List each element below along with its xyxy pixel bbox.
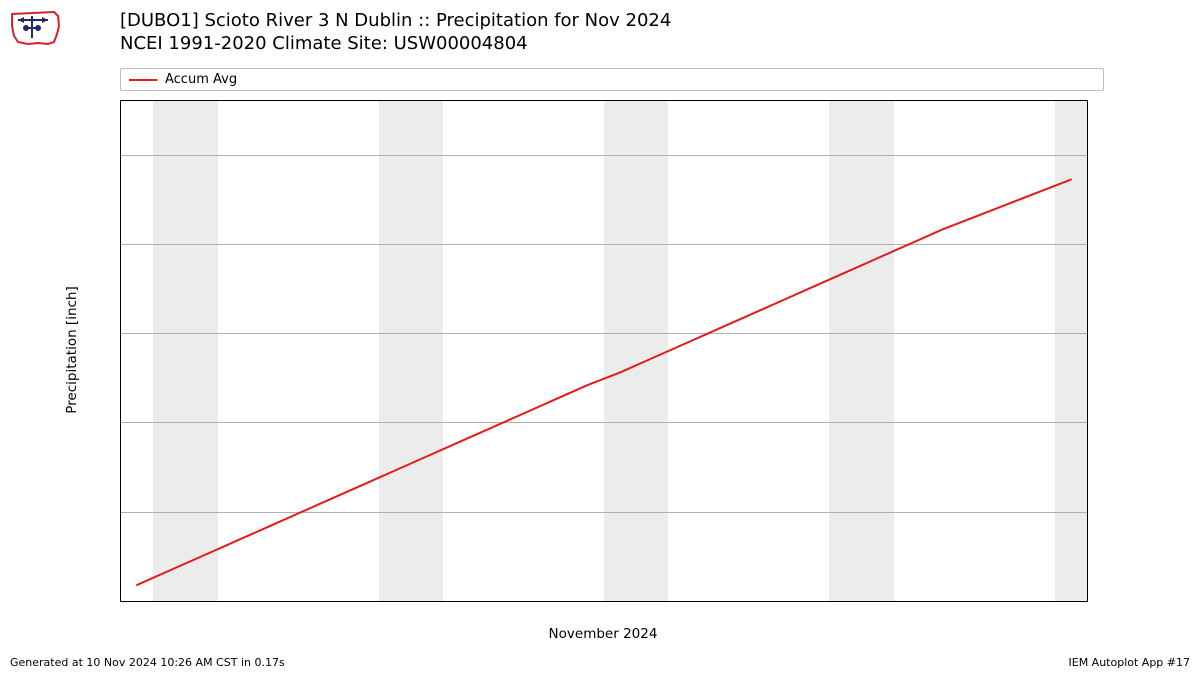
x-tick-label: 18 xyxy=(677,601,693,602)
x-tick-label: 16 xyxy=(612,601,628,602)
x-tick-label: 2 xyxy=(165,601,173,602)
x-tick-label: 30 xyxy=(1063,601,1079,602)
x-tick-label: 26 xyxy=(934,601,950,602)
x-tick-label: 28 xyxy=(999,601,1015,602)
chart-container: [DUBO1] Scioto River 3 N Dublin :: Preci… xyxy=(0,0,1200,675)
x-tick-label: 7 xyxy=(326,601,334,602)
x-tick-label: 10 xyxy=(419,601,435,602)
legend-label: Accum Avg xyxy=(165,72,237,87)
x-tick-label: 8 xyxy=(359,601,367,602)
x-tick-label: 22 xyxy=(805,601,821,602)
x-tick-label: 13 xyxy=(516,601,532,602)
x-tick-label: 19 xyxy=(709,601,725,602)
x-tick-label: 6 xyxy=(294,601,302,602)
x-tick-label: 20 xyxy=(741,601,757,602)
x-tick-label: 12 xyxy=(483,601,499,602)
x-tick-label: 23 xyxy=(838,601,854,602)
x-tick-label: 4 xyxy=(230,601,238,602)
x-tick-label: 27 xyxy=(966,601,982,602)
line-series xyxy=(121,101,1087,601)
footer-app: IEM Autoplot App #17 xyxy=(1069,656,1191,669)
plot-area: 0.00.51.01.52.02.51234567891011121314151… xyxy=(120,100,1088,602)
legend: Accum Avg xyxy=(120,68,1104,91)
x-tick-label: 25 xyxy=(902,601,918,602)
iem-logo xyxy=(8,8,64,48)
x-tick-label: 1 xyxy=(133,601,141,602)
x-tick-label: 29 xyxy=(1031,601,1047,602)
title-line-2: NCEI 1991-2020 Climate Site: USW00004804 xyxy=(120,33,671,56)
x-tick-label: 21 xyxy=(773,601,789,602)
x-tick-label: 5 xyxy=(262,601,270,602)
x-tick-label: 11 xyxy=(451,601,467,602)
x-tick-label: 9 xyxy=(391,601,399,602)
x-tick-label: 14 xyxy=(548,601,564,602)
x-axis-label: November 2024 xyxy=(549,626,658,642)
x-tick-label: 24 xyxy=(870,601,886,602)
title-line-1: [DUBO1] Scioto River 3 N Dublin :: Preci… xyxy=(120,10,671,33)
footer-generated: Generated at 10 Nov 2024 10:26 AM CST in… xyxy=(10,656,285,669)
x-tick-label: 3 xyxy=(198,601,206,602)
legend-swatch xyxy=(129,79,157,81)
x-tick-label: 15 xyxy=(580,601,596,602)
y-axis-label: Precipitation [inch] xyxy=(64,286,80,414)
chart-title: [DUBO1] Scioto River 3 N Dublin :: Preci… xyxy=(120,10,671,55)
x-tick-label: 17 xyxy=(644,601,660,602)
